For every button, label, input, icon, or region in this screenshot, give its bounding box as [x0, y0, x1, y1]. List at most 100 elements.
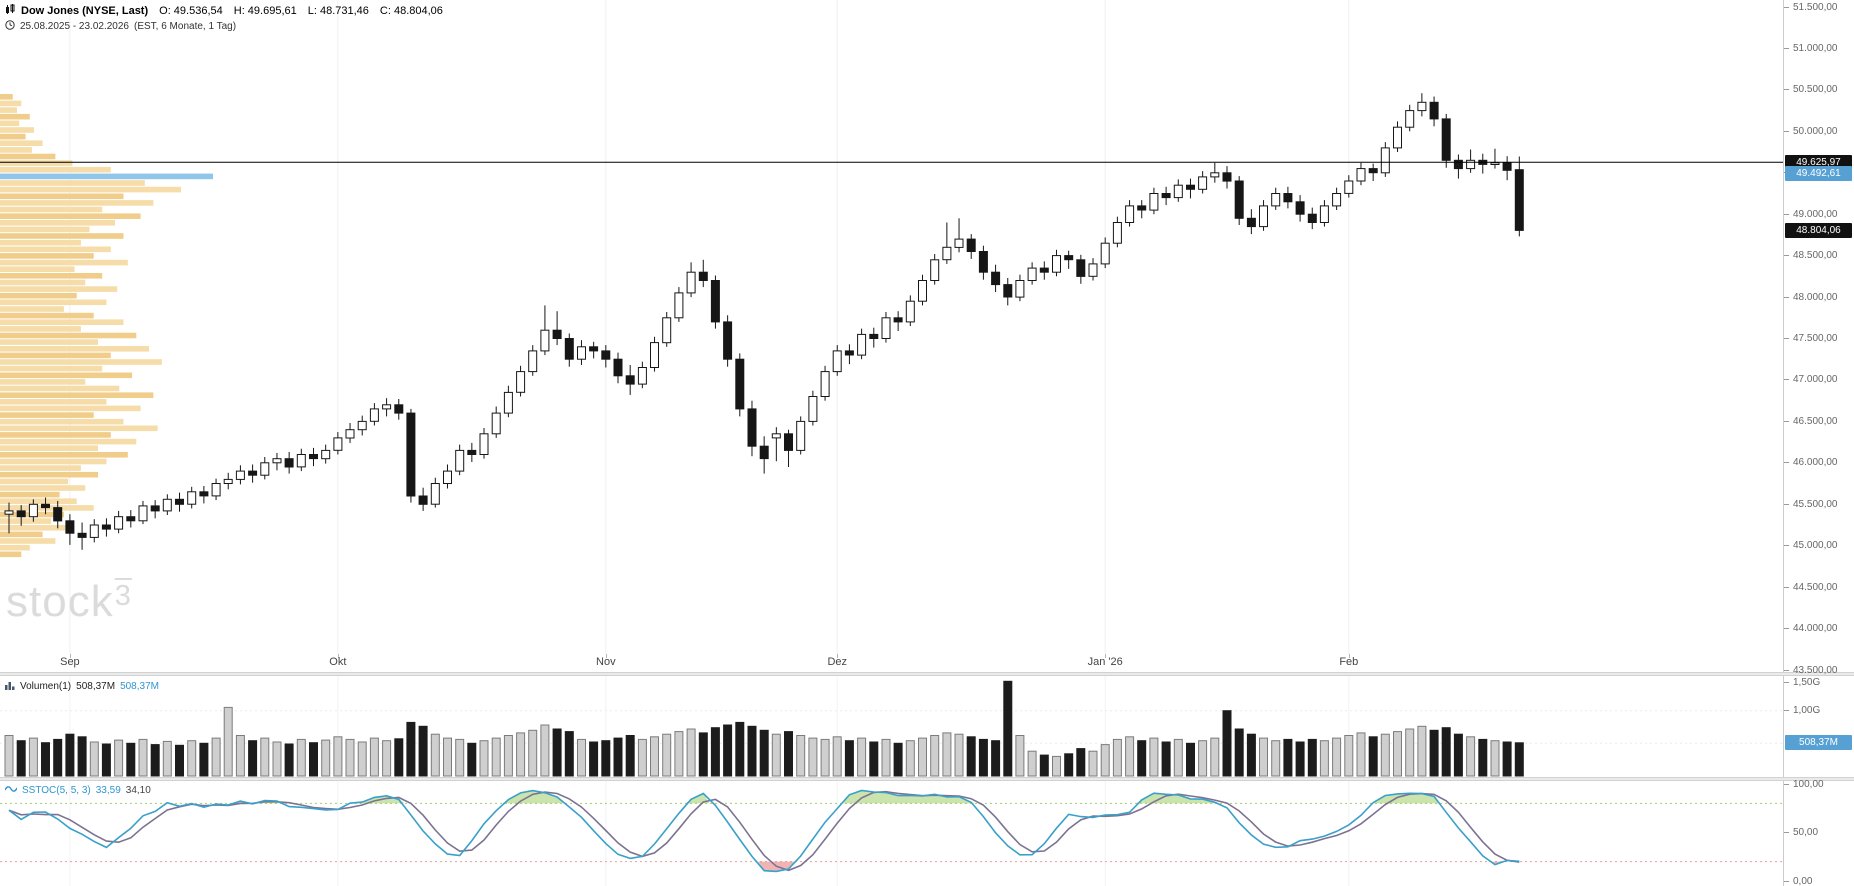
candle[interactable] — [1003, 284, 1013, 298]
candle[interactable] — [333, 437, 343, 451]
candle[interactable] — [710, 280, 720, 323]
date-axis[interactable]: Sep Okt Nov Dez Jan '26 Feb — [0, 654, 1783, 672]
volume-bar[interactable] — [1453, 733, 1463, 777]
volume-bar[interactable] — [296, 738, 306, 777]
candle[interactable] — [637, 367, 647, 385]
volume-bar[interactable] — [942, 732, 952, 777]
volume-indicator-label[interactable]: Volumen(1) 508,37M 508,37M — [5, 680, 159, 693]
volume-bar[interactable] — [1502, 741, 1512, 777]
candle[interactable] — [662, 317, 672, 344]
pane-separator[interactable] — [0, 777, 1854, 781]
volume-bar[interactable] — [796, 735, 806, 777]
volume-bar[interactable] — [321, 739, 331, 777]
volume-bar[interactable] — [1003, 680, 1013, 777]
candle[interactable] — [1198, 176, 1208, 190]
candle[interactable] — [942, 246, 952, 261]
volume-bar[interactable] — [1307, 738, 1317, 777]
volume-bar[interactable] — [1088, 750, 1098, 777]
volume-bar[interactable] — [430, 733, 440, 777]
volume-bar[interactable] — [1027, 750, 1037, 777]
volume-bar[interactable] — [28, 737, 38, 777]
candle[interactable] — [1344, 180, 1354, 194]
candle[interactable] — [686, 271, 696, 294]
volume-bar[interactable] — [1186, 742, 1195, 777]
candle[interactable] — [552, 329, 562, 340]
candle[interactable] — [747, 408, 757, 447]
stochastic-chart[interactable] — [0, 781, 1783, 886]
volume-bar[interactable] — [808, 737, 818, 777]
candle[interactable] — [577, 346, 586, 360]
volume-bar[interactable] — [723, 724, 733, 777]
candle[interactable] — [321, 449, 331, 460]
volume-bar[interactable] — [455, 738, 465, 777]
candle[interactable] — [759, 445, 769, 460]
volume-bar[interactable] — [1173, 738, 1183, 777]
volume-bar[interactable] — [1149, 737, 1159, 777]
candle[interactable] — [382, 404, 392, 410]
volume-bar[interactable] — [1393, 731, 1402, 777]
candle[interactable] — [869, 333, 879, 339]
volume-bar[interactable] — [1319, 740, 1329, 777]
volume-bar[interactable] — [65, 733, 75, 777]
volume-bar[interactable] — [150, 744, 160, 777]
candle[interactable] — [1125, 205, 1135, 223]
candle[interactable] — [369, 408, 379, 422]
volume-bar[interactable] — [272, 741, 282, 777]
volume-bar[interactable] — [1137, 740, 1147, 777]
volume-bar[interactable] — [41, 742, 50, 777]
volume-bar[interactable] — [577, 738, 586, 777]
candle[interactable] — [784, 433, 793, 451]
candle[interactable] — [698, 271, 708, 282]
volume-bar[interactable] — [844, 740, 854, 777]
volume-bar[interactable] — [1259, 737, 1268, 777]
volume-bar[interactable] — [357, 741, 367, 777]
candle[interactable] — [53, 507, 63, 522]
candle[interactable] — [1295, 201, 1305, 215]
candle[interactable] — [443, 470, 452, 485]
candle[interactable] — [1259, 205, 1268, 228]
volume-bar[interactable] — [698, 732, 708, 777]
volume-bar[interactable] — [491, 737, 501, 777]
candle[interactable] — [418, 495, 428, 505]
volume-bar[interactable] — [114, 739, 124, 777]
candle[interactable] — [1210, 172, 1220, 178]
candle[interactable] — [1514, 169, 1524, 231]
candle[interactable] — [735, 358, 745, 410]
volume-bar[interactable] — [978, 738, 988, 777]
volume-bar[interactable] — [710, 727, 720, 777]
volume-bar[interactable] — [443, 737, 452, 777]
volume-bar[interactable] — [1380, 733, 1390, 777]
volume-bar[interactable] — [1125, 736, 1135, 777]
volume-bar[interactable] — [89, 741, 99, 777]
volume-bar[interactable] — [918, 737, 927, 777]
candle[interactable] — [966, 238, 976, 253]
candle[interactable] — [954, 238, 964, 248]
candle[interactable] — [650, 342, 659, 369]
volume-bar[interactable] — [662, 733, 672, 777]
volume-bar[interactable] — [893, 742, 903, 777]
volume-bar[interactable] — [820, 738, 830, 777]
candle[interactable] — [1417, 101, 1427, 112]
candle[interactable] — [528, 350, 538, 373]
candle[interactable] — [1039, 267, 1049, 273]
volume-bar[interactable] — [126, 742, 136, 777]
candle[interactable] — [1466, 159, 1476, 170]
volume-bar[interactable] — [1441, 727, 1451, 777]
candle[interactable] — [1173, 184, 1183, 199]
candle[interactable] — [223, 478, 233, 484]
volume-bar[interactable] — [309, 742, 318, 777]
volume-bar[interactable] — [467, 742, 477, 777]
candle[interactable] — [430, 483, 440, 505]
candle[interactable] — [1161, 193, 1171, 199]
candle[interactable] — [175, 498, 184, 505]
candle[interactable] — [272, 458, 282, 464]
volume-bar[interactable] — [601, 740, 611, 777]
volume-bar[interactable] — [528, 729, 538, 777]
candle[interactable] — [16, 510, 26, 518]
candle[interactable] — [930, 259, 940, 281]
volume-bar[interactable] — [235, 735, 245, 777]
volume-bar[interactable] — [613, 737, 623, 777]
volume-bar[interactable] — [406, 721, 416, 777]
volume-bar[interactable] — [516, 732, 526, 777]
candle[interactable] — [844, 350, 854, 356]
